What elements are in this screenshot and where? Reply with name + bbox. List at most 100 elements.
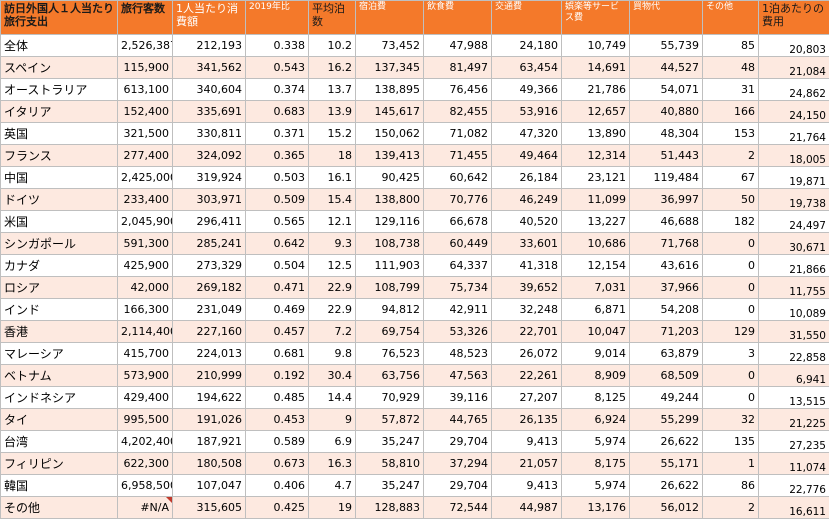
cell-spend[interactable]: 315,605 [173,497,246,519]
cell-lodging[interactable]: 128,883 [356,497,424,519]
cell-food[interactable]: 29,704 [424,431,492,453]
cell-lodging[interactable]: 73,452 [356,35,424,57]
cell-transport[interactable]: 26,184 [492,167,562,189]
cell-transport[interactable]: 22,701 [492,321,562,343]
cell-per-night[interactable]: 21,225 [759,409,829,431]
cell-transport[interactable]: 22,261 [492,365,562,387]
cell-spend[interactable]: 303,971 [173,189,246,211]
header-cell-spend-per-person[interactable]: 1人当たり消費額 [173,1,246,35]
cell-country[interactable]: インド [1,299,118,321]
cell-lodging[interactable]: 57,872 [356,409,424,431]
cell-country[interactable]: フィリピン [1,453,118,475]
cell-nights[interactable]: 9 [309,409,356,431]
header-cell-vs-2019[interactable]: 2019年比 [246,1,309,35]
cell-spend[interactable]: 212,193 [173,35,246,57]
cell-visitors[interactable]: 2,425,000 [118,167,173,189]
cell-other[interactable]: 2 [703,145,759,167]
cell-nights[interactable]: 10.2 [309,35,356,57]
cell-vs-2019[interactable]: 0.192 [246,365,309,387]
cell-visitors[interactable]: 2,526,387 [118,35,173,57]
cell-lodging[interactable]: 150,062 [356,123,424,145]
cell-shopping[interactable]: 63,879 [630,343,703,365]
cell-per-night[interactable]: 24,497 [759,211,829,233]
cell-entertainment[interactable]: 13,890 [562,123,630,145]
cell-shopping[interactable]: 55,171 [630,453,703,475]
cell-country[interactable]: 全体 [1,35,118,57]
cell-entertainment[interactable]: 10,686 [562,233,630,255]
cell-nights[interactable]: 30.4 [309,365,356,387]
cell-nights[interactable]: 16.3 [309,453,356,475]
cell-country[interactable]: スペイン [1,57,118,79]
cell-per-night[interactable]: 30,671 [759,233,829,255]
cell-vs-2019[interactable]: 0.338 [246,35,309,57]
cell-other[interactable]: 0 [703,233,759,255]
cell-country[interactable]: 米国 [1,211,118,233]
cell-spend[interactable]: 319,924 [173,167,246,189]
cell-per-night[interactable]: 24,862 [759,79,829,101]
cell-transport[interactable]: 63,454 [492,57,562,79]
cell-spend[interactable]: 210,999 [173,365,246,387]
cell-per-night[interactable]: 10,089 [759,299,829,321]
cell-entertainment[interactable]: 6,924 [562,409,630,431]
cell-transport[interactable]: 9,413 [492,431,562,453]
cell-lodging[interactable]: 139,413 [356,145,424,167]
cell-entertainment[interactable]: 12,154 [562,255,630,277]
cell-country[interactable]: ロシア [1,277,118,299]
cell-country[interactable]: フランス [1,145,118,167]
cell-transport[interactable]: 27,207 [492,387,562,409]
cell-lodging[interactable]: 145,617 [356,101,424,123]
cell-spend[interactable]: 324,092 [173,145,246,167]
cell-nights[interactable]: 6.9 [309,431,356,453]
cell-per-night[interactable]: 21,084 [759,57,829,79]
cell-food[interactable]: 81,497 [424,57,492,79]
cell-country[interactable]: ベトナム [1,365,118,387]
cell-spend[interactable]: 273,329 [173,255,246,277]
cell-entertainment[interactable]: 6,871 [562,299,630,321]
cell-spend[interactable]: 227,160 [173,321,246,343]
cell-vs-2019[interactable]: 0.509 [246,189,309,211]
cell-visitors[interactable]: 2,114,400 [118,321,173,343]
cell-food[interactable]: 76,456 [424,79,492,101]
cell-vs-2019[interactable]: 0.543 [246,57,309,79]
cell-food[interactable]: 39,116 [424,387,492,409]
cell-other[interactable]: 32 [703,409,759,431]
cell-spend[interactable]: 224,013 [173,343,246,365]
cell-per-night[interactable]: 21,764 [759,123,829,145]
cell-spend[interactable]: 231,049 [173,299,246,321]
header-cell-food[interactable]: 飲食費 [424,1,492,35]
cell-other[interactable]: 3 [703,343,759,365]
cell-visitors[interactable]: 995,500 [118,409,173,431]
cell-other[interactable]: 0 [703,299,759,321]
cell-lodging[interactable]: 108,738 [356,233,424,255]
cell-other[interactable]: 0 [703,255,759,277]
cell-spend[interactable]: 191,026 [173,409,246,431]
header-cell-shopping[interactable]: 買物代 [630,1,703,35]
cell-per-night[interactable]: 18,005 [759,145,829,167]
cell-entertainment[interactable]: 5,974 [562,431,630,453]
cell-shopping[interactable]: 49,244 [630,387,703,409]
cell-entertainment[interactable]: 9,014 [562,343,630,365]
cell-visitors[interactable]: 591,300 [118,233,173,255]
cell-spend[interactable]: 296,411 [173,211,246,233]
cell-vs-2019[interactable]: 0.371 [246,123,309,145]
cell-nights[interactable]: 16.2 [309,57,356,79]
cell-nights[interactable]: 19 [309,497,356,519]
cell-food[interactable]: 66,678 [424,211,492,233]
cell-spend[interactable]: 341,562 [173,57,246,79]
cell-transport[interactable]: 26,135 [492,409,562,431]
header-cell-transport[interactable]: 交通費 [492,1,562,35]
cell-vs-2019[interactable]: 0.673 [246,453,309,475]
cell-entertainment[interactable]: 23,121 [562,167,630,189]
cell-other[interactable]: 85 [703,35,759,57]
cell-other[interactable]: 48 [703,57,759,79]
cell-shopping[interactable]: 55,299 [630,409,703,431]
cell-spend[interactable]: 335,691 [173,101,246,123]
cell-shopping[interactable]: 26,622 [630,475,703,497]
cell-spend[interactable]: 285,241 [173,233,246,255]
cell-visitors[interactable]: 613,100 [118,79,173,101]
cell-lodging[interactable]: 108,799 [356,277,424,299]
cell-shopping[interactable]: 55,739 [630,35,703,57]
cell-country[interactable]: 英国 [1,123,118,145]
cell-shopping[interactable]: 46,688 [630,211,703,233]
cell-shopping[interactable]: 36,997 [630,189,703,211]
